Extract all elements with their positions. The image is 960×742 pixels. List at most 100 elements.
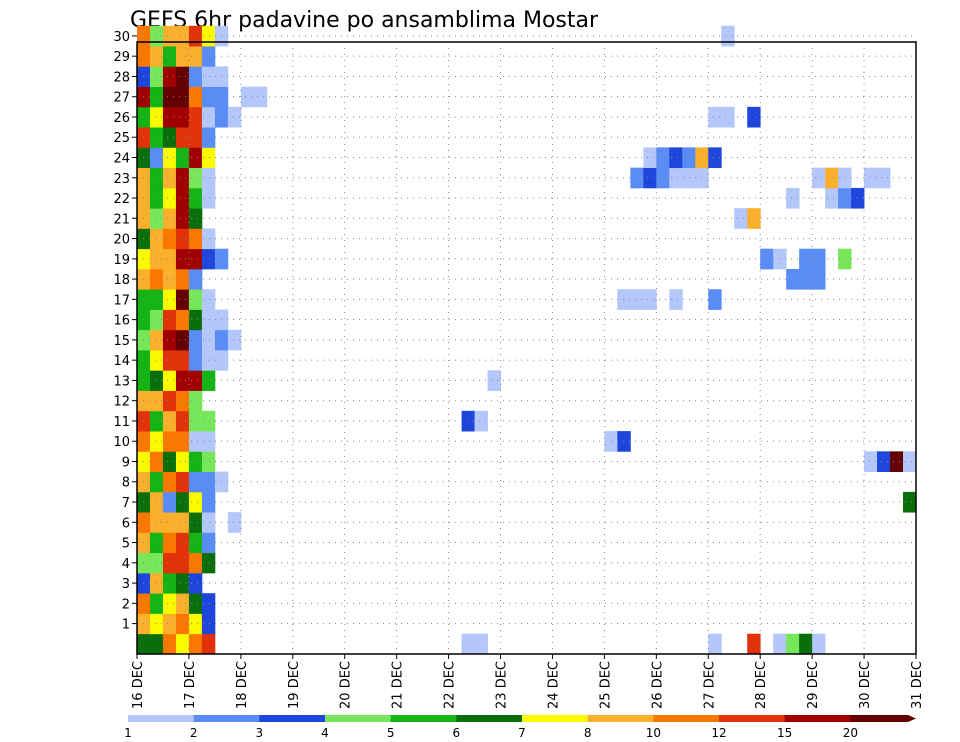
heatmap-cell	[188, 228, 203, 250]
y-tick-label: 5	[122, 537, 130, 552]
heatmap-cell	[188, 268, 203, 290]
heatmap-cell	[149, 228, 164, 250]
heatmap-cell	[175, 208, 190, 229]
colorbar-label: 1	[124, 726, 132, 740]
heatmap-cell	[669, 289, 683, 310]
heatmap-cell	[175, 66, 190, 87]
x-tick-label: 29 DEC	[806, 661, 821, 709]
heatmap-cell	[201, 471, 216, 493]
heatmap-cell	[188, 329, 203, 351]
heatmap-cell	[799, 268, 813, 290]
heatmap-cell	[149, 451, 164, 473]
heatmap-cell	[149, 390, 164, 412]
heatmap-cell	[201, 66, 216, 87]
heatmap-cell	[188, 370, 203, 391]
heatmap-cell	[201, 46, 216, 67]
heatmap-cell	[162, 86, 177, 108]
y-tick-label: 7	[122, 496, 130, 511]
y-tick-label: 21	[113, 212, 130, 227]
heatmap-cell	[201, 613, 216, 635]
heatmap-cell	[656, 147, 670, 169]
heatmap-cell	[175, 106, 190, 128]
heatmap-cell	[149, 127, 164, 148]
colorbar-label: 12	[711, 726, 726, 740]
heatmap-cell	[708, 106, 722, 128]
heatmap-cell	[188, 66, 203, 87]
x-tick-label: 20 DEC	[339, 661, 354, 709]
heatmap-cell	[162, 572, 177, 594]
heatmap-cell	[227, 329, 242, 351]
x-tick-label: 30 DEC	[858, 661, 873, 709]
heatmap-cell	[175, 167, 190, 189]
heatmap-cell	[201, 309, 216, 331]
heatmap-cell	[149, 410, 164, 432]
heatmap-cell	[149, 208, 164, 229]
heatmap-cell	[162, 532, 177, 554]
heatmap-cell	[201, 350, 216, 371]
heatmap-cell	[162, 167, 177, 189]
heatmap-cell	[188, 167, 203, 189]
heatmap-cell	[474, 410, 488, 432]
heatmap-cell	[149, 431, 164, 452]
heatmap-cell	[188, 248, 203, 270]
heatmap-cell	[188, 451, 203, 473]
heatmap-cell	[201, 248, 216, 270]
heatmap-cell	[162, 147, 177, 169]
heatmap-cell	[175, 552, 190, 574]
heatmap-cell	[175, 491, 190, 513]
heatmap-cell	[175, 248, 190, 270]
heatmap-cell	[201, 329, 216, 351]
heatmap-cell	[162, 46, 177, 67]
heatmap-cell	[162, 329, 177, 351]
heatmap-cell	[149, 86, 164, 108]
heatmap-cell	[188, 512, 203, 533]
heatmap-cell	[201, 532, 216, 554]
x-tick-label: 31 DEC	[910, 661, 925, 709]
x-tick-label: 24 DEC	[546, 661, 561, 709]
heatmap-cell	[149, 370, 164, 391]
plot-frame	[136, 41, 917, 655]
heatmap-cell	[162, 370, 177, 391]
heatmap-cell	[812, 248, 826, 270]
heatmap-cell	[617, 431, 631, 452]
heatmap-cell	[201, 410, 216, 432]
heatmap-cell	[175, 451, 190, 473]
colorbar-segment	[193, 715, 260, 722]
x-tick-label: 18 DEC	[235, 661, 250, 709]
y-tick-label: 16	[113, 314, 130, 329]
heatmap-cell	[162, 350, 177, 371]
heatmap-cell	[799, 633, 813, 655]
heatmap-cell	[149, 552, 164, 574]
heatmap-cell	[188, 532, 203, 554]
heatmap-cell	[175, 187, 190, 209]
heatmap-cell	[825, 187, 839, 209]
heatmap-cell	[786, 187, 800, 209]
heatmap-cell	[175, 350, 190, 371]
heatmap-cells	[137, 25, 917, 655]
colorbar-label: 7	[518, 726, 526, 740]
heatmap-cell	[175, 512, 190, 533]
heatmap-cell	[175, 471, 190, 493]
heatmap-cell	[175, 431, 190, 452]
heatmap-cell	[838, 187, 852, 209]
y-tick-label: 11	[113, 415, 130, 430]
heatmap-cell	[201, 552, 216, 574]
heatmap-cell	[461, 410, 475, 432]
heatmap-cell	[175, 410, 190, 432]
heatmap-cell	[903, 451, 917, 473]
y-tick-label: 17	[113, 293, 130, 308]
colorbar-label: 8	[584, 726, 592, 740]
heatmap-cell	[708, 289, 722, 310]
heatmap-cell	[201, 86, 216, 108]
heatmap-cell	[188, 127, 203, 148]
heatmap-cell	[838, 167, 852, 189]
heatmap-cell	[201, 431, 216, 452]
heatmap-cell	[721, 106, 735, 128]
heatmap-cell	[188, 390, 203, 412]
y-tick-label: 26	[113, 111, 130, 126]
heatmap-cell	[825, 167, 839, 189]
heatmap-cell	[149, 147, 164, 169]
heatmap-cell	[188, 471, 203, 493]
heatmap-cell	[786, 633, 800, 655]
y-tick-label: 18	[113, 273, 130, 288]
